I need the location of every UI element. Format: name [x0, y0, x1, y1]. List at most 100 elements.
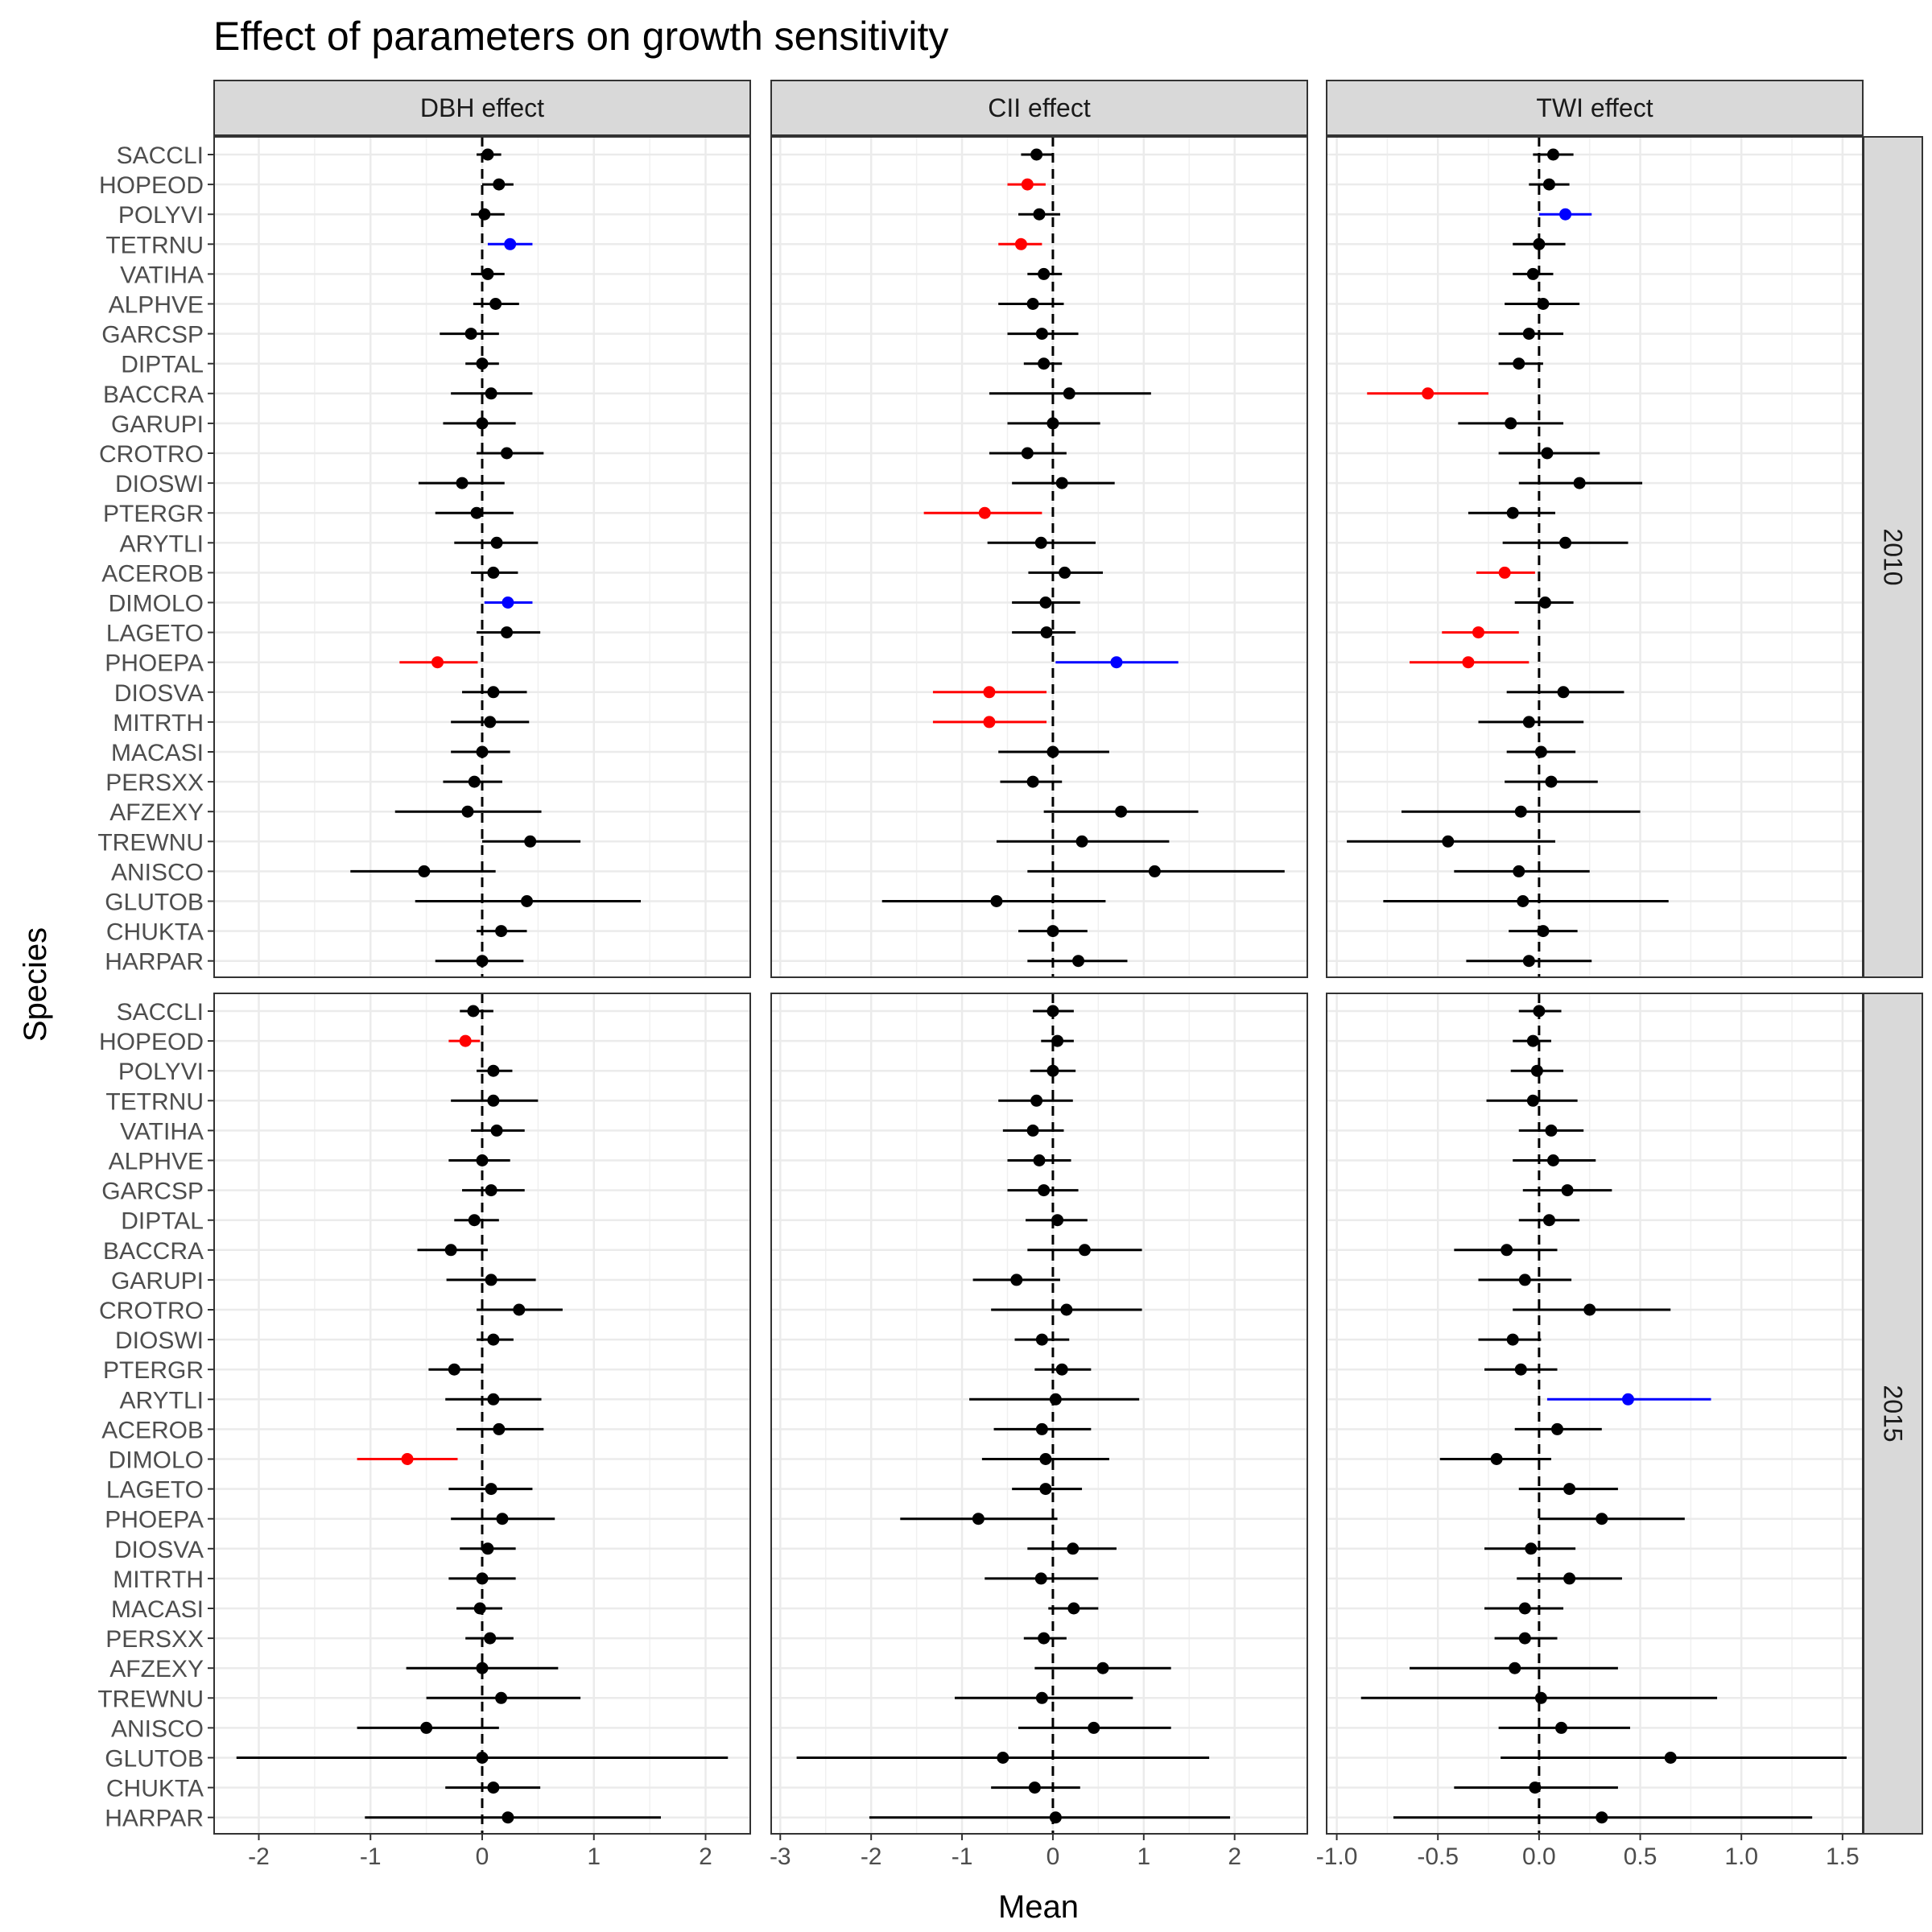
mean-point: [431, 656, 444, 669]
mean-point: [467, 1005, 480, 1018]
mean-point: [1664, 1752, 1677, 1764]
mean-point: [485, 387, 497, 400]
mean-point: [1063, 387, 1075, 400]
mean-point: [1563, 1483, 1576, 1496]
chart-title: Effect of parameters on growth sensitivi…: [213, 14, 948, 59]
mean-point: [1573, 477, 1586, 489]
mean-point: [1046, 925, 1059, 938]
mean-point: [1583, 1303, 1596, 1316]
mean-point: [1563, 1572, 1576, 1585]
column-strip-label: TWI effect: [1536, 93, 1653, 122]
mean-point: [485, 1483, 497, 1496]
mean-point: [448, 1363, 460, 1376]
mean-point: [1472, 626, 1484, 639]
mean-point: [487, 686, 500, 699]
mean-point: [1534, 1691, 1547, 1704]
mean-point: [1033, 1154, 1046, 1166]
species-label: DIPTAL: [121, 352, 204, 378]
mean-point: [1067, 1542, 1080, 1555]
species-label: MITRTH: [113, 710, 204, 737]
facet-panel: [770, 993, 1308, 1835]
species-label: AFZEXY: [109, 799, 204, 826]
species-label: GLUTOB: [105, 890, 204, 916]
mean-point: [476, 1662, 489, 1674]
mean-point: [459, 1034, 472, 1047]
x-tick-label: 2: [699, 1843, 712, 1870]
species-label: ANISCO: [111, 1715, 204, 1742]
mean-point: [470, 506, 483, 519]
mean-point: [502, 1811, 514, 1824]
mean-point: [1490, 1453, 1503, 1465]
mean-point: [1526, 1094, 1539, 1107]
mean-point: [487, 1094, 500, 1107]
panel-border: [770, 136, 1308, 978]
mean-point: [504, 237, 517, 250]
mean-point: [513, 1303, 526, 1316]
mean-point: [1506, 506, 1519, 519]
x-tick-label: 1: [587, 1843, 601, 1870]
mean-point: [1546, 148, 1559, 161]
row-strip-label: 2015: [1879, 1385, 1908, 1442]
species-label: PERSXX: [105, 1626, 204, 1653]
species-label: PTERGR: [103, 1357, 204, 1384]
column-strip: [1326, 80, 1864, 136]
mean-point: [1067, 1602, 1080, 1615]
species-label: MACASI: [111, 740, 204, 766]
mean-point: [461, 805, 474, 818]
mean-point: [1518, 1602, 1531, 1615]
mean-point: [1148, 865, 1161, 877]
mean-point: [495, 1691, 508, 1704]
mean-point: [1051, 1214, 1064, 1227]
row-strip: [1863, 136, 1923, 978]
panels-layer: [213, 136, 1864, 1835]
mean-point: [1030, 1094, 1043, 1107]
column-strip-label: CII effect: [988, 93, 1091, 122]
facet-panel: [213, 993, 751, 1835]
mean-point: [1517, 895, 1530, 907]
mean-point: [1072, 955, 1085, 968]
mean-point: [1046, 417, 1059, 430]
panel-background: [771, 137, 1307, 977]
mean-point: [1039, 1453, 1052, 1465]
x-tick-label: 0: [1046, 1843, 1060, 1870]
mean-point: [1010, 1274, 1023, 1286]
mean-point: [1514, 805, 1527, 818]
mean-point: [1038, 1632, 1051, 1645]
mean-point: [484, 716, 497, 729]
facet-panel: [213, 136, 751, 978]
mean-point: [1038, 267, 1051, 280]
x-tick-label: 1.5: [1826, 1843, 1860, 1870]
mean-point: [401, 1453, 414, 1465]
species-label: ACEROB: [101, 1417, 204, 1443]
mean-point: [485, 1184, 497, 1197]
species-label: GARCSP: [101, 322, 204, 349]
mean-point: [1014, 237, 1027, 250]
species-label: ACEROB: [101, 560, 204, 587]
mean-point: [1021, 178, 1034, 191]
mean-point: [476, 1572, 489, 1585]
mean-point: [476, 417, 489, 430]
mean-point: [420, 1721, 433, 1734]
mean-point: [1522, 716, 1535, 729]
mean-point: [1046, 1005, 1059, 1018]
species-label: PHOEPA: [105, 1507, 204, 1534]
mean-point: [990, 895, 1003, 907]
species-label: CHUKTA: [106, 919, 204, 946]
species-label: MITRTH: [113, 1567, 204, 1593]
mean-point: [1559, 208, 1572, 221]
mean-point: [1035, 328, 1048, 341]
column-strip-label: DBH effect: [420, 93, 544, 122]
mean-point: [1533, 1005, 1546, 1018]
species-label: ARYTLI: [120, 1387, 204, 1414]
x-tick-label: 0.5: [1624, 1843, 1657, 1870]
x-tick-label: 0: [476, 1843, 489, 1870]
mean-point: [484, 1632, 497, 1645]
mean-point: [1596, 1513, 1608, 1525]
mean-point: [1513, 357, 1525, 370]
mean-point: [1033, 208, 1046, 221]
mean-point: [487, 1393, 500, 1406]
species-label: TETRNU: [105, 232, 204, 258]
mean-point: [490, 536, 503, 549]
mean-point: [1039, 1483, 1052, 1496]
